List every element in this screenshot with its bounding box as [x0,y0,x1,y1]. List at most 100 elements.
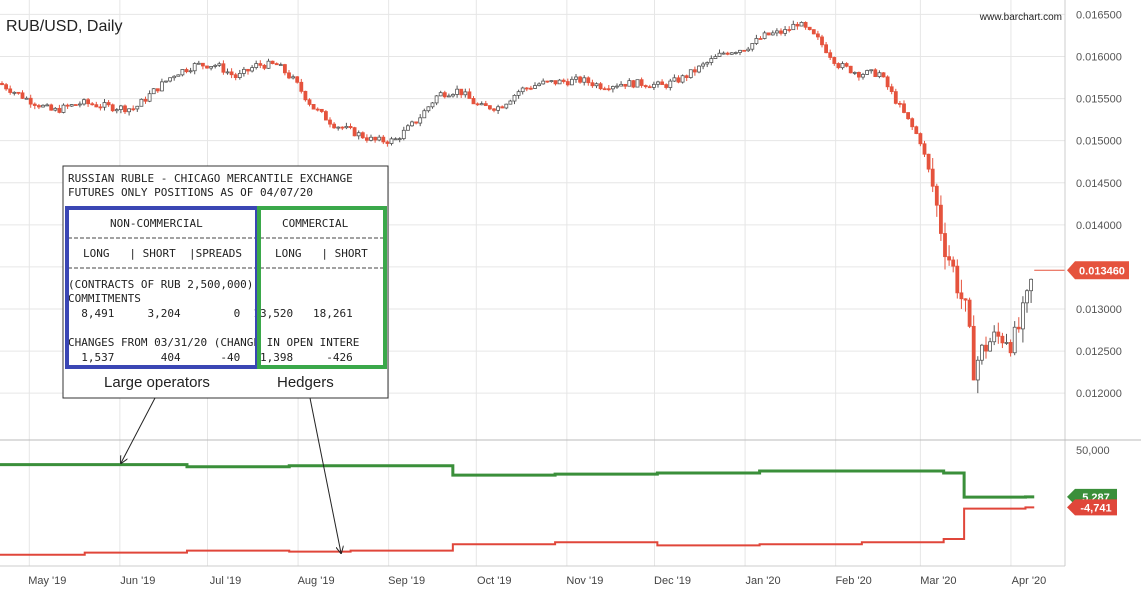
candle-body [168,77,173,82]
candle-body [278,64,283,66]
candle-body [8,88,13,93]
candle-body [229,71,234,76]
candle-body [734,52,738,54]
y-tick-label: 0.016500 [1076,9,1122,21]
candle-body [492,108,496,111]
candle-body [82,99,86,105]
candle-body [57,107,62,113]
candle-body [475,103,480,106]
candle-body [557,79,562,85]
candle-body [758,38,763,40]
candle-body [590,82,595,87]
candle-body [988,341,992,352]
candle-body [315,108,320,111]
candle-body [381,136,386,143]
candle-body [816,33,820,38]
candle-body [508,100,513,105]
candle-body [94,104,99,108]
candle-body [270,60,275,64]
candle-body [479,103,484,106]
candle-body [500,106,505,109]
y-tick-label: 0.014000 [1076,220,1122,232]
candle-body [86,99,90,105]
candle-body [151,88,156,95]
changes-values: 1,537 404 -40 -1,398 -426 [68,351,353,364]
candle-body [410,121,414,127]
candle-body [676,77,681,83]
candle-body [114,109,119,112]
candle-body [947,256,951,261]
candle-body [336,126,341,129]
candle-body [811,29,816,35]
candle-body [250,67,255,72]
candle-body [233,74,238,78]
candle-body [639,79,644,86]
candle-body [779,30,783,34]
x-tick-label: Feb '20 [835,575,871,587]
candle-body [512,94,517,102]
x-tick-label: Nov '19 [566,575,603,587]
candle-body [619,83,623,87]
candle-body [713,56,718,59]
candle-body [1000,335,1005,344]
candle-body [602,88,607,91]
candle-body [373,136,378,141]
candle-body [352,127,357,137]
candle-body [307,99,312,105]
candle-body [627,80,632,87]
candle-body [385,141,390,144]
x-tick-label: Jul '19 [210,575,241,587]
y-tick-label: 0.012500 [1076,346,1122,358]
candle-body [709,58,714,63]
candle-body [832,57,837,64]
candle-body [934,185,939,206]
y-tick-label: 0.012000 [1076,388,1122,400]
candle-body [1016,326,1021,330]
candle-body [143,98,148,102]
candle-body [631,80,636,88]
candle-body [660,81,664,85]
candle-body [262,64,267,69]
candle-body [996,331,1001,337]
candle-body [254,63,259,68]
candle-body [418,117,423,124]
candle-body [110,104,115,112]
candle-body [258,63,263,66]
candle-body [1008,342,1013,354]
candle-body [430,102,435,108]
candle-body [172,75,177,79]
candle-body [192,63,197,72]
candle-body [549,80,554,82]
lower-y-tick-label: 50,000 [1076,445,1110,457]
candle-body [65,104,70,107]
candle-body [401,129,406,140]
candle-body [857,72,861,78]
candle-body [939,204,943,234]
candle-body [545,80,550,83]
candle-body [323,111,328,121]
x-tick-label: Aug '19 [298,575,335,587]
candle-body [188,70,193,73]
candle-body [1004,342,1009,344]
candle-body [565,81,570,86]
hedgers-label: Hedgers [277,374,334,391]
candle-body [762,32,767,39]
candle-body [360,132,365,139]
candle-body [893,91,898,104]
candle-body [898,102,902,105]
candle-body [73,104,78,106]
candle-body [455,88,460,95]
candle-body [647,86,652,89]
changes-label: CHANGES FROM 03/31/20 (CHANGE IN OPEN IN… [68,336,359,349]
candle-body [241,68,246,74]
candle-body [332,123,337,129]
candle-body [159,81,164,92]
candle-body [742,49,746,52]
candle-body [504,103,509,109]
y-tick-label: 0.014500 [1076,178,1122,190]
candle-body [799,21,804,27]
candle-body [287,72,291,79]
candle-body [389,138,394,144]
candle-body [78,103,82,106]
